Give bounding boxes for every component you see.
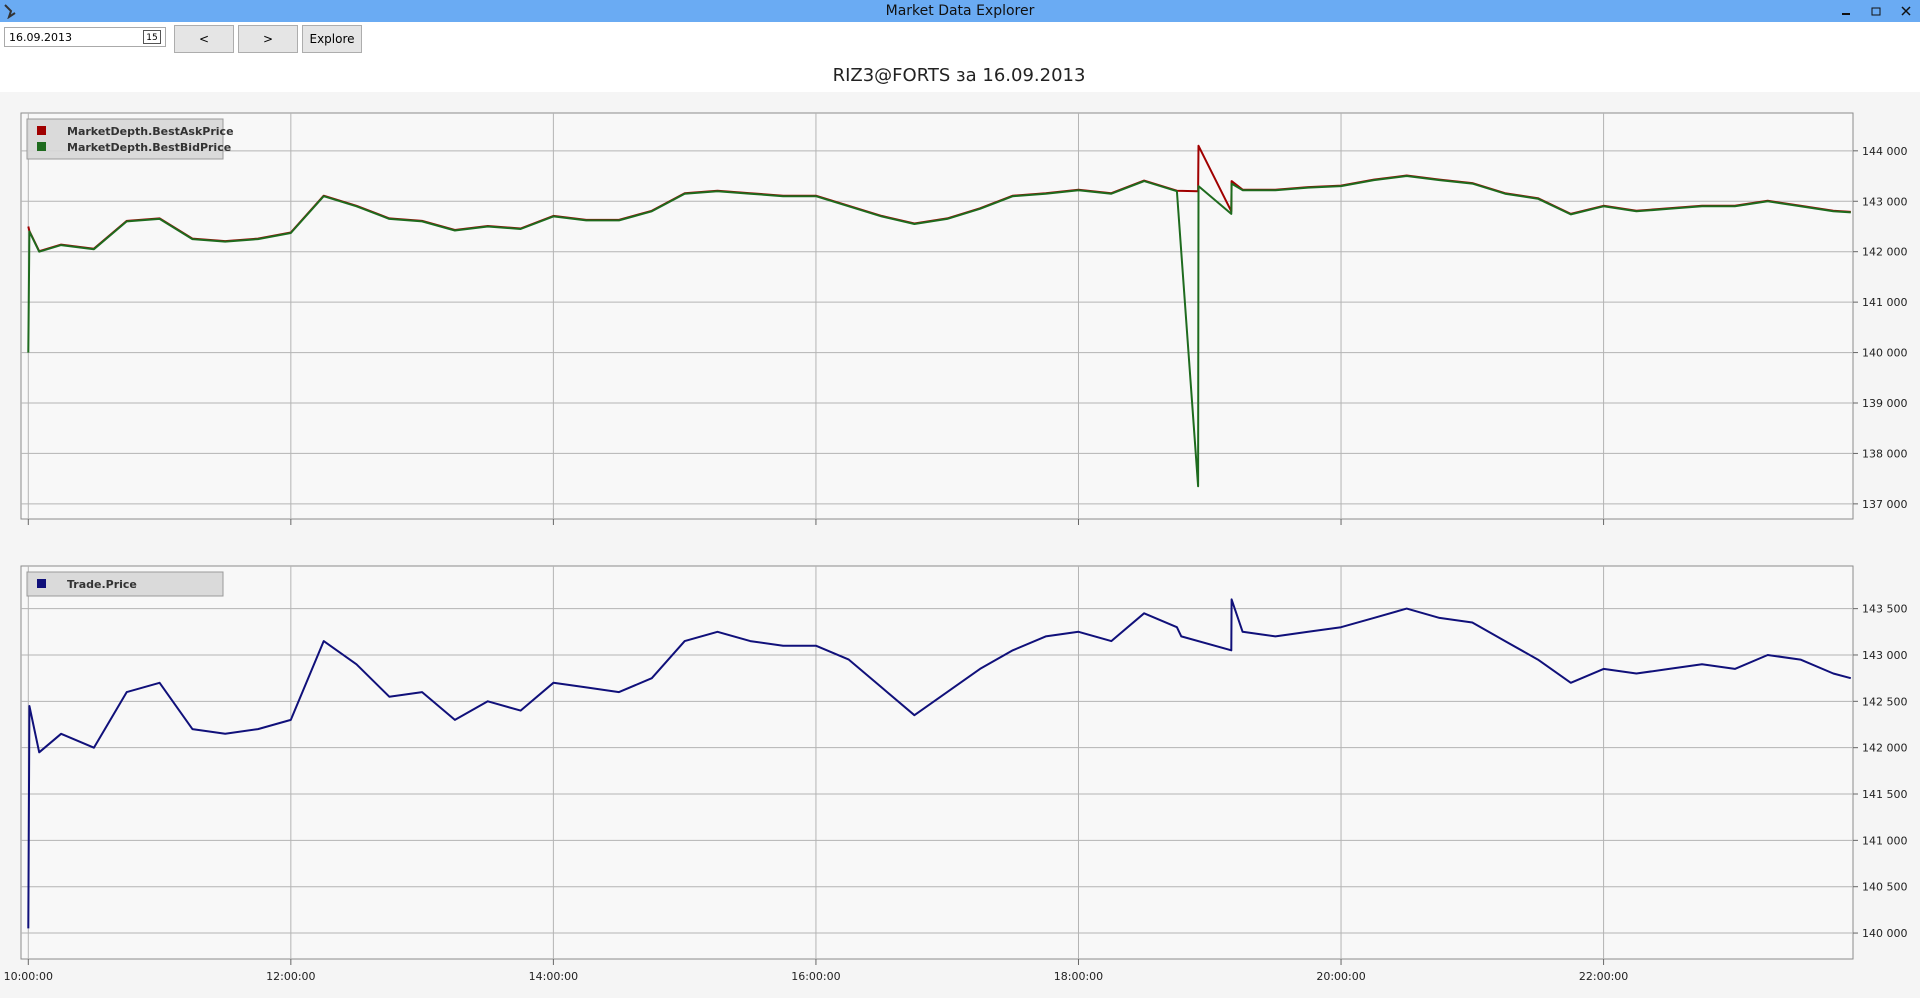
legend: [26, 118, 224, 160]
x-tick-label: 12:00:00: [266, 970, 315, 983]
date-text: 16.09.2013: [9, 31, 72, 44]
y-tick-label: 140 000: [1862, 347, 1908, 360]
x-tick-label: 20:00:00: [1316, 970, 1365, 983]
legend-swatch: [37, 579, 46, 588]
y-tick-label: 140 500: [1862, 881, 1908, 894]
y-tick-label: 137 000: [1862, 498, 1908, 511]
y-tick-label: 141 500: [1862, 788, 1908, 801]
date-picker[interactable]: 16.09.2013 15: [4, 27, 166, 47]
y-tick-label: 142 000: [1862, 246, 1908, 259]
plot-area: [20, 112, 1854, 520]
prev-button[interactable]: <: [174, 25, 234, 53]
window-title: Market Data Explorer: [885, 3, 1035, 19]
y-tick-label: 141 000: [1862, 834, 1908, 847]
y-tick-label: 141 000: [1862, 296, 1908, 309]
x-tick-label: 16:00:00: [791, 970, 840, 983]
x-tick-label: 14:00:00: [529, 970, 578, 983]
legend-label: MarketDepth.BestBidPrice: [67, 141, 231, 154]
app-icon: [4, 4, 16, 19]
x-tick-label: 10:00:00: [4, 970, 53, 983]
y-tick-label: 143 000: [1862, 649, 1908, 662]
y-tick-label: 144 000: [1862, 145, 1908, 158]
x-tick-label: 22:00:00: [1579, 970, 1628, 983]
window-controls: [1842, 6, 1911, 16]
next-button[interactable]: >: [238, 25, 298, 53]
y-tick-label: 140 000: [1862, 927, 1908, 940]
toolbar: 16.09.2013 15 < > Explore: [0, 22, 1920, 56]
y-tick-label: 143 500: [1862, 603, 1908, 616]
y-tick-label: 139 000: [1862, 397, 1908, 410]
legend-swatch: [37, 142, 46, 151]
y-tick-label: 142 500: [1862, 695, 1908, 708]
price-line: [27, 598, 1852, 929]
restore-button[interactable]: [1871, 7, 1881, 16]
chart-title: RIZ3@FORTS за 16.09.2013: [833, 65, 1086, 86]
y-tick-label: 138 000: [1862, 447, 1908, 460]
calendar-button[interactable]: 15: [143, 30, 161, 44]
legend-label: Trade.Price: [67, 578, 137, 591]
legend-label: MarketDepth.BestAskPrice: [67, 125, 234, 138]
explore-button[interactable]: Explore: [302, 25, 362, 53]
y-tick-label: 142 000: [1862, 742, 1908, 755]
y-tick-label: 143 000: [1862, 195, 1908, 208]
price-line: [27, 175, 1851, 488]
x-tick-label: 18:00:00: [1054, 970, 1103, 983]
legend: [26, 571, 224, 597]
close-button[interactable]: [1901, 6, 1911, 16]
legend-swatch: [37, 126, 46, 135]
plot-area: [20, 565, 1854, 960]
title-bar: Market Data Explorer: [0, 0, 1920, 22]
